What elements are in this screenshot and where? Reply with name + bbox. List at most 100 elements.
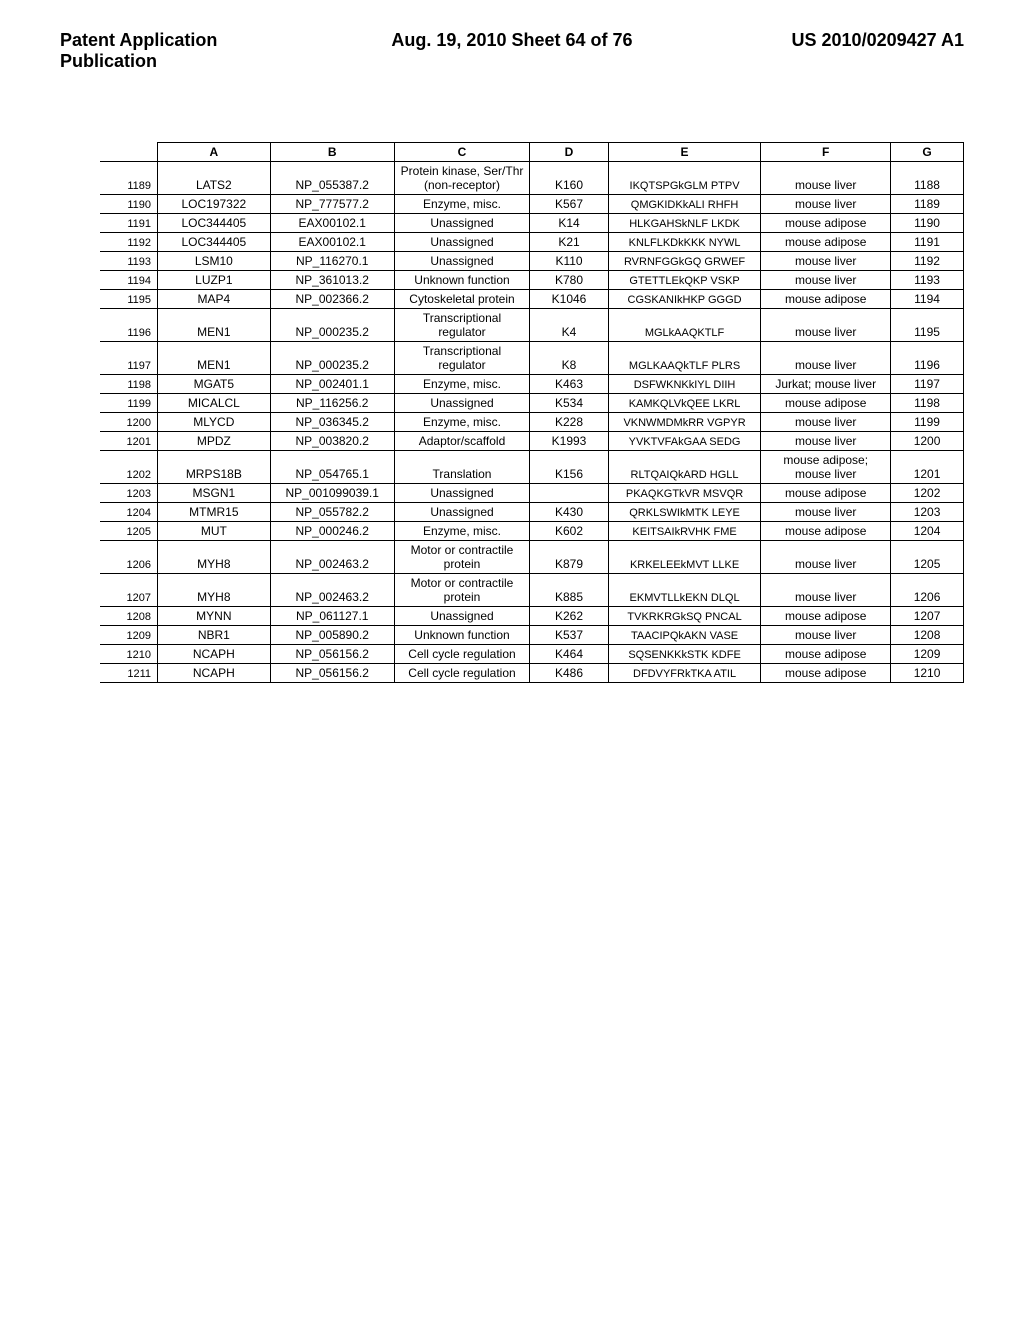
table-row: 1194LUZP1NP_361013.2Unknown functionK780… [100, 271, 964, 290]
cell-a: NBR1 [157, 626, 270, 645]
cell-d: K885 [530, 574, 609, 607]
cell-e: TAACIPQkAKN VASE [608, 626, 761, 645]
cell-d: K780 [530, 271, 609, 290]
cell-e: KRKELEEkMVT LLKE [608, 541, 761, 574]
cell-e: KAMKQLVkQEE LKRL [608, 394, 761, 413]
cell-g: 1190 [891, 214, 964, 233]
cell-b: NP_061127.1 [270, 607, 394, 626]
table-row: 1204MTMR15NP_055782.2UnassignedK430QRKLS… [100, 503, 964, 522]
row-index: 1207 [100, 574, 157, 607]
cell-e: TVKRKRGkSQ PNCAL [608, 607, 761, 626]
page: Patent Application Publication Aug. 19, … [0, 0, 1024, 1320]
table-row: 1190LOC197322NP_777577.2Enzyme, misc.K56… [100, 195, 964, 214]
table-row: 1191LOC344405EAX00102.1UnassignedK14HLKG… [100, 214, 964, 233]
cell-d [530, 484, 609, 503]
cell-g: 1206 [891, 574, 964, 607]
row-index: 1198 [100, 375, 157, 394]
cell-f: mouse adipose [761, 484, 891, 503]
cell-d: K8 [530, 342, 609, 375]
cell-d: K262 [530, 607, 609, 626]
cell-g: 1209 [891, 645, 964, 664]
table-row: 1208MYNNNP_061127.1UnassignedK262TVKRKRG… [100, 607, 964, 626]
table-row: 1196MEN1NP_000235.2Transcriptional regul… [100, 309, 964, 342]
cell-c: Unassigned [394, 607, 529, 626]
table-row: 1199MICALCLNP_116256.2UnassignedK534KAMK… [100, 394, 964, 413]
cell-f: mouse adipose [761, 394, 891, 413]
cell-e: EKMVTLLkEKN DLQL [608, 574, 761, 607]
row-index: 1194 [100, 271, 157, 290]
cell-e: DFDVYFRkTKA ATIL [608, 664, 761, 683]
cell-g: 1189 [891, 195, 964, 214]
cell-b: NP_054765.1 [270, 451, 394, 484]
cell-f: mouse liver [761, 503, 891, 522]
cell-a: MAP4 [157, 290, 270, 309]
cell-b: NP_116270.1 [270, 252, 394, 271]
col-header-a: A [157, 143, 270, 162]
cell-c: Unassigned [394, 484, 529, 503]
cell-b: NP_002463.2 [270, 541, 394, 574]
cell-b: NP_002366.2 [270, 290, 394, 309]
table-container: A B C D E F G 1189LATS2NP_055387.2Protei… [0, 82, 1024, 683]
table-row: 1189LATS2NP_055387.2Protein kinase, Ser/… [100, 162, 964, 195]
cell-e: VKNWMDMkRR VGPYR [608, 413, 761, 432]
cell-d: K463 [530, 375, 609, 394]
cell-a: MLYCD [157, 413, 270, 432]
cell-b: NP_777577.2 [270, 195, 394, 214]
cell-b: NP_000246.2 [270, 522, 394, 541]
cell-g: 1202 [891, 484, 964, 503]
cell-a: MEN1 [157, 342, 270, 375]
col-header-g: G [891, 143, 964, 162]
cell-e: QRKLSWIkMTK LEYE [608, 503, 761, 522]
cell-g: 1191 [891, 233, 964, 252]
row-index: 1208 [100, 607, 157, 626]
row-index: 1201 [100, 432, 157, 451]
table-head: A B C D E F G [100, 143, 964, 162]
cell-a: MPDZ [157, 432, 270, 451]
cell-d: K464 [530, 645, 609, 664]
table-row: 1193LSM10NP_116270.1UnassignedK110RVRNFG… [100, 252, 964, 271]
cell-c: Enzyme, misc. [394, 375, 529, 394]
cell-g: 1203 [891, 503, 964, 522]
cell-g: 1195 [891, 309, 964, 342]
cell-c: Cell cycle regulation [394, 664, 529, 683]
header-left: Patent Application Publication [60, 30, 318, 72]
cell-e: MGLkAAQKTLF [608, 309, 761, 342]
header-idx [100, 143, 157, 162]
cell-f: mouse liver [761, 252, 891, 271]
cell-c: Motor or contractile protein [394, 574, 529, 607]
cell-c: Enzyme, misc. [394, 413, 529, 432]
cell-a: MYNN [157, 607, 270, 626]
header-right: US 2010/0209427 A1 [706, 30, 964, 51]
row-index: 1192 [100, 233, 157, 252]
cell-b: NP_000235.2 [270, 342, 394, 375]
cell-a: MEN1 [157, 309, 270, 342]
cell-b: NP_002401.1 [270, 375, 394, 394]
cell-d: K567 [530, 195, 609, 214]
cell-e: QMGKIDKkALI RHFH [608, 195, 761, 214]
cell-f: mouse liver [761, 541, 891, 574]
cell-c: Cytoskeletal protein [394, 290, 529, 309]
table-row: 1202MRPS18BNP_054765.1TranslationK156RLT… [100, 451, 964, 484]
cell-d: K160 [530, 162, 609, 195]
cell-e: RLTQAIQkARD HGLL [608, 451, 761, 484]
col-header-c: C [394, 143, 529, 162]
row-index: 1209 [100, 626, 157, 645]
cell-e: DSFWKNKkIYL DIIH [608, 375, 761, 394]
cell-c: Unknown function [394, 626, 529, 645]
cell-c: Transcriptional regulator [394, 309, 529, 342]
cell-b: NP_056156.2 [270, 664, 394, 683]
cell-a: LSM10 [157, 252, 270, 271]
cell-a: MTMR15 [157, 503, 270, 522]
cell-c: Enzyme, misc. [394, 522, 529, 541]
cell-g: 1210 [891, 664, 964, 683]
cell-b: EAX00102.1 [270, 233, 394, 252]
cell-b: NP_001099039.1 [270, 484, 394, 503]
row-index: 1205 [100, 522, 157, 541]
cell-e: MGLKAAQkTLF PLRS [608, 342, 761, 375]
cell-c: Motor or contractile protein [394, 541, 529, 574]
table-header-row: A B C D E F G [100, 143, 964, 162]
cell-g: 1196 [891, 342, 964, 375]
cell-d: K602 [530, 522, 609, 541]
table-row: 1192LOC344405EAX00102.1UnassignedK21KNLF… [100, 233, 964, 252]
cell-d: K486 [530, 664, 609, 683]
